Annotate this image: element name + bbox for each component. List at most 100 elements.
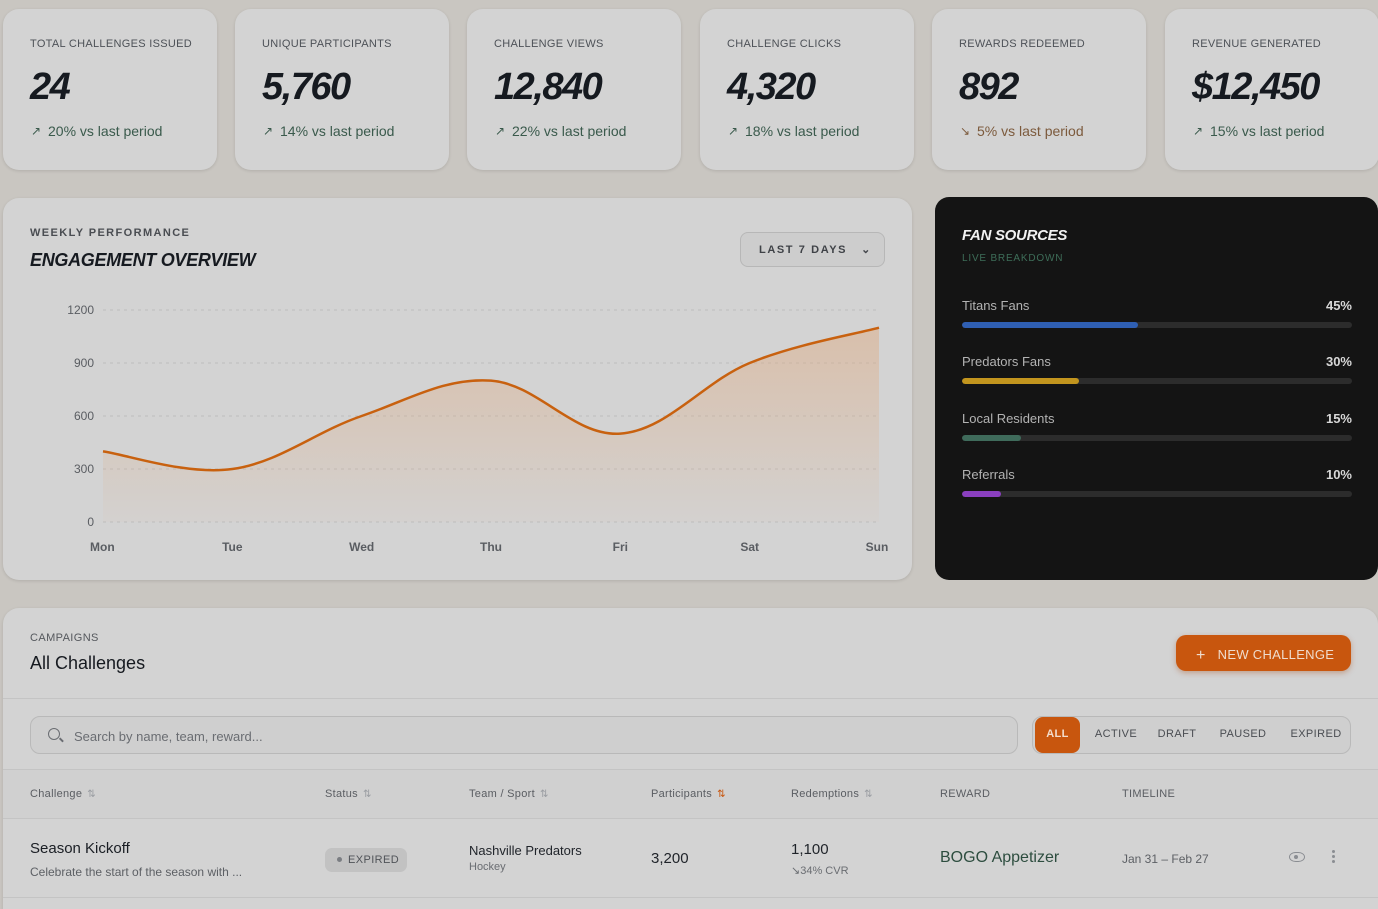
column-team[interactable]: Team / Sport ⇅	[469, 788, 549, 800]
x-tick-label: Sun	[866, 540, 889, 554]
fan-source-bar	[962, 378, 1079, 384]
sort-icon: ⇅	[87, 789, 96, 800]
column-label: Redemptions	[791, 788, 860, 800]
status-label: EXPIRED	[348, 854, 400, 866]
engagement-eyebrow: WEEKLY PERFORMANCE	[30, 227, 191, 239]
column-label: Participants	[651, 788, 713, 800]
date-range-label: LAST 7 DAYS	[759, 244, 848, 256]
fan-sources-subtitle: LIVE BREAKDOWN	[962, 253, 1064, 264]
status-filter-group: ALL ACTIVE DRAFT PAUSED EXPIRED	[1032, 716, 1351, 754]
new-challenge-label: NEW CHALLENGE	[1217, 647, 1335, 662]
divider	[3, 818, 1378, 819]
filter-active[interactable]: ACTIVE	[1094, 728, 1138, 740]
fan-source-percent: 10%	[1325, 467, 1352, 482]
fan-source-name: Titans Fans	[962, 298, 1030, 313]
search-field[interactable]: Search by name, team, reward...	[30, 716, 1018, 754]
trend-up-icon: ↗	[1192, 124, 1204, 138]
participants-value: 3,200	[651, 850, 689, 867]
fan-source-bar	[962, 435, 1021, 441]
fan-source-track	[962, 378, 1352, 384]
y-tick-label: 1200	[67, 303, 94, 317]
trend-up-icon: ↗	[262, 124, 274, 138]
fan-source-bar	[962, 491, 1001, 497]
trend-up-icon: ↗	[494, 124, 506, 138]
column-label: Team / Sport	[469, 788, 535, 800]
filter-paused[interactable]: PAUSED	[1219, 728, 1267, 740]
kpi-label: CHALLENGE CLICKS	[727, 38, 842, 50]
kpi-card-unique-participants: UNIQUE PARTICIPANTS 5,760 ↗ 14% vs last p…	[235, 9, 449, 170]
divider	[3, 698, 1378, 699]
column-challenge[interactable]: Challenge ⇅	[30, 788, 96, 800]
y-tick-label: 300	[74, 462, 94, 476]
fan-sources-card: FAN SOURCES LIVE BREAKDOWN Titans Fans 4…	[935, 197, 1378, 580]
new-challenge-button[interactable]: + NEW CHALLENGE	[1176, 635, 1351, 671]
table-header: Challenge ⇅ Status ⇅ Team / Sport ⇅ Partici…	[3, 770, 1378, 818]
filter-expired[interactable]: EXPIRED	[1290, 728, 1342, 740]
kpi-value: $12,450	[1192, 66, 1320, 108]
kpi-card-challenge-clicks: CHALLENGE CLICKS 4,320 ↗ 18% vs last peri…	[700, 9, 914, 170]
kpi-trend: ↗ 15% vs last period	[1192, 123, 1378, 139]
kpi-label: TOTAL CHALLENGES ISSUED	[30, 38, 192, 50]
table-row[interactable]: Season Kickoff Celebrate the start of th…	[3, 819, 1378, 897]
eye-icon[interactable]	[1289, 852, 1305, 862]
sort-active-icon: ⇅	[717, 789, 726, 800]
redemptions-value: 1,100	[791, 841, 829, 858]
kpi-value: 4,320	[727, 66, 816, 108]
campaigns-card: CAMPAIGNS All Challenges + NEW CHALLENGE …	[3, 608, 1378, 909]
kpi-trend: ↘ 5% vs last period	[959, 123, 1146, 139]
column-status[interactable]: Status ⇅	[325, 788, 372, 800]
kpi-trend: ↗ 22% vs last period	[494, 123, 681, 139]
kpi-trend: ↗ 20% vs last period	[30, 123, 217, 139]
fan-source-track	[962, 322, 1352, 328]
fan-source-predators: Predators Fans 30%	[962, 354, 1352, 394]
fan-source-bar	[962, 322, 1138, 328]
sport-name: Hockey	[469, 861, 506, 873]
conversion-rate: ↘34% CVR	[791, 865, 849, 877]
kpi-trend-text: 14% vs last period	[280, 123, 395, 139]
fan-source-track	[962, 491, 1352, 497]
sort-icon: ⇅	[363, 789, 372, 800]
timeline-range: Jan 31 – Feb 27	[1122, 852, 1209, 866]
kpi-trend-text: 20% vs last period	[48, 123, 163, 139]
x-tick-label: Fri	[613, 540, 628, 554]
column-label: Challenge	[30, 788, 83, 800]
kpi-card-total-challenges: TOTAL CHALLENGES ISSUED 24 ↗ 20% vs last …	[3, 9, 217, 170]
column-label: Status	[325, 788, 358, 800]
trend-up-icon: ↗	[727, 124, 739, 138]
kpi-trend: ↗ 14% vs last period	[262, 123, 449, 139]
column-reward: REWARD	[940, 788, 991, 800]
trend-down-icon: ↘	[959, 124, 971, 138]
fan-sources-title: FAN SOURCES	[962, 227, 1068, 244]
y-tick-label: 0	[87, 515, 94, 529]
fan-source-name: Local Residents	[962, 411, 1055, 426]
chevron-down-icon: ⌄	[861, 244, 872, 256]
date-range-select[interactable]: LAST 7 DAYS ⌄	[740, 232, 885, 267]
kpi-card-revenue-generated: REVENUE GENERATED $12,450 ↗ 15% vs last p…	[1165, 9, 1378, 170]
column-participants[interactable]: Participants ⇅	[651, 788, 726, 800]
divider	[3, 897, 1378, 898]
filter-all[interactable]: ALL	[1035, 717, 1080, 753]
kpi-label: REVENUE GENERATED	[1192, 38, 1321, 50]
fan-source-percent: 45%	[1325, 298, 1352, 313]
campaigns-title: All Challenges	[30, 653, 146, 673]
search-placeholder: Search by name, team, reward...	[74, 729, 263, 744]
fan-source-titans: Titans Fans 45%	[962, 298, 1352, 338]
kpi-value: 24	[30, 66, 71, 108]
filter-draft[interactable]: DRAFT	[1157, 728, 1197, 740]
kpi-trend: ↗ 18% vs last period	[727, 123, 914, 139]
kpi-label: UNIQUE PARTICIPANTS	[262, 38, 392, 50]
fan-source-referrals: Referrals 10%	[962, 467, 1352, 507]
engagement-line	[102, 326, 880, 472]
kpi-label: CHALLENGE VIEWS	[494, 38, 604, 50]
fan-source-name: Predators Fans	[962, 354, 1051, 369]
fan-source-percent: 15%	[1325, 411, 1352, 426]
challenge-description: Celebrate the start of the season with .…	[30, 865, 243, 879]
plus-icon: +	[1196, 647, 1206, 664]
more-vertical-icon[interactable]	[1328, 848, 1338, 866]
engagement-chart: 0 300 600 900 1200 Mon Tue Wed Thu Fri Sat Sun	[67, 303, 889, 554]
trend-up-icon: ↗	[30, 124, 42, 138]
kpi-trend-text: 22% vs last period	[512, 123, 627, 139]
challenge-name[interactable]: Season Kickoff	[30, 840, 130, 857]
column-redemptions[interactable]: Redemptions ⇅	[791, 788, 873, 800]
x-tick-label: Sat	[740, 540, 759, 554]
